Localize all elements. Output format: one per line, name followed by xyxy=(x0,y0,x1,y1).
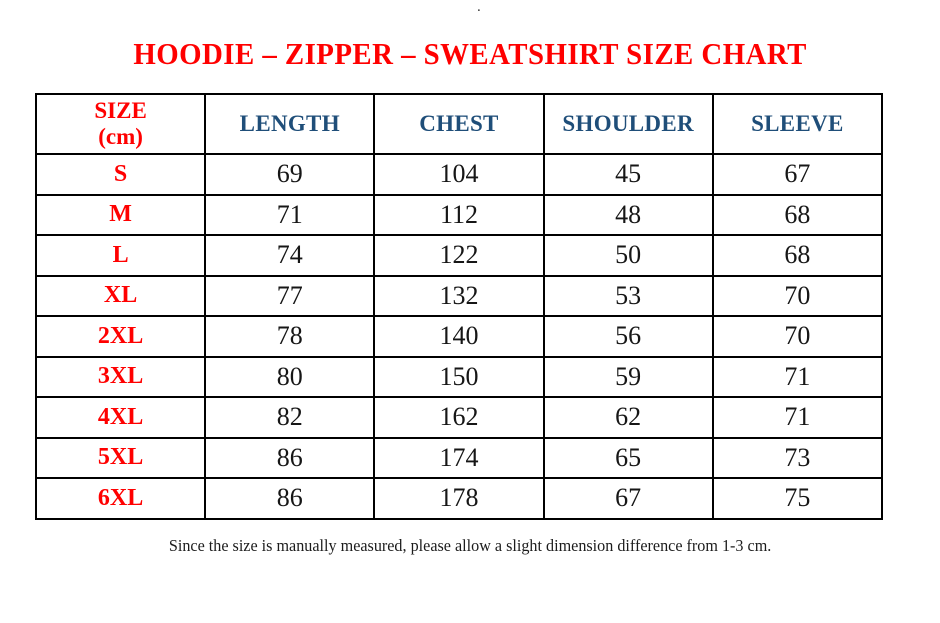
table-row: XL 77 132 53 70 xyxy=(34,274,884,317)
table-row: 5XL 86 174 65 73 xyxy=(34,436,884,479)
col-header-sleeve: SLEEVE xyxy=(711,93,884,155)
measurement-disclaimer: Since the size is manually measured, ple… xyxy=(0,536,940,556)
size-cell: 5XL xyxy=(34,436,207,479)
shoulder-cell: 45 xyxy=(542,153,714,196)
size-cell: 3XL xyxy=(34,355,207,398)
col-header-chest: CHEST xyxy=(373,93,545,155)
size-cell: M xyxy=(34,193,207,236)
sleeve-cell: 70 xyxy=(711,274,884,317)
chest-cell: 122 xyxy=(373,234,545,277)
length-cell: 80 xyxy=(204,355,376,398)
col-header-size-line1: SIZE xyxy=(94,98,147,123)
shoulder-cell: 65 xyxy=(542,436,714,479)
table-row: 2XL 78 140 56 70 xyxy=(34,315,884,358)
page-title-text: HOODIE – ZIPPER – SWEATSHIRT SIZE CHART xyxy=(133,36,807,71)
chest-cell: 178 xyxy=(373,477,545,520)
col-header-size-line2: (cm) xyxy=(98,124,143,149)
table-row: 3XL 80 150 59 71 xyxy=(34,355,884,398)
sleeve-cell: 68 xyxy=(711,234,884,277)
stray-dot: . xyxy=(477,0,481,15)
size-cell: 2XL xyxy=(34,315,207,358)
shoulder-cell: 48 xyxy=(542,193,714,236)
sleeve-cell: 71 xyxy=(711,355,884,398)
table-row: L 74 122 50 68 xyxy=(34,234,884,277)
size-cell: 4XL xyxy=(34,396,207,439)
sleeve-cell: 70 xyxy=(711,315,884,358)
size-cell: L xyxy=(34,234,207,277)
shoulder-cell: 53 xyxy=(542,274,714,317)
chest-cell: 112 xyxy=(373,193,545,236)
page-title: HOODIE – ZIPPER – SWEATSHIRT SIZE CHART xyxy=(0,36,940,72)
shoulder-cell: 56 xyxy=(542,315,714,358)
length-cell: 69 xyxy=(204,153,376,196)
chest-cell: 150 xyxy=(373,355,545,398)
table-row: S 69 104 45 67 xyxy=(34,153,884,196)
length-cell: 82 xyxy=(204,396,376,439)
chest-cell: 162 xyxy=(373,396,545,439)
sleeve-cell: 75 xyxy=(711,477,884,520)
shoulder-cell: 67 xyxy=(542,477,714,520)
chest-cell: 132 xyxy=(373,274,545,317)
shoulder-cell: 59 xyxy=(542,355,714,398)
shoulder-cell: 50 xyxy=(542,234,714,277)
measurement-disclaimer-text: Since the size is manually measured, ple… xyxy=(168,536,772,555)
length-cell: 74 xyxy=(204,234,376,277)
length-cell: 86 xyxy=(204,477,376,520)
sleeve-cell: 73 xyxy=(711,436,884,479)
size-chart-table: SIZE (cm) LENGTH CHEST SHOULDER SLEEVE S… xyxy=(34,93,884,520)
size-cell: XL xyxy=(34,274,207,317)
size-cell: S xyxy=(34,153,207,196)
table-row: 4XL 82 162 62 71 xyxy=(34,396,884,439)
shoulder-cell: 62 xyxy=(542,396,714,439)
col-header-size: SIZE (cm) xyxy=(34,93,207,155)
sleeve-cell: 67 xyxy=(711,153,884,196)
table-row: 6XL 86 178 67 75 xyxy=(34,477,884,520)
size-cell: 6XL xyxy=(34,477,207,520)
sleeve-cell: 68 xyxy=(711,193,884,236)
chest-cell: 104 xyxy=(373,153,545,196)
length-cell: 71 xyxy=(204,193,376,236)
col-header-length: LENGTH xyxy=(204,93,376,155)
col-header-shoulder: SHOULDER xyxy=(542,93,714,155)
sleeve-cell: 71 xyxy=(711,396,884,439)
length-cell: 77 xyxy=(204,274,376,317)
table-row: M 71 112 48 68 xyxy=(34,193,884,236)
chest-cell: 140 xyxy=(373,315,545,358)
length-cell: 78 xyxy=(204,315,376,358)
length-cell: 86 xyxy=(204,436,376,479)
table-header-row: SIZE (cm) LENGTH CHEST SHOULDER SLEEVE xyxy=(34,93,884,155)
chest-cell: 174 xyxy=(373,436,545,479)
